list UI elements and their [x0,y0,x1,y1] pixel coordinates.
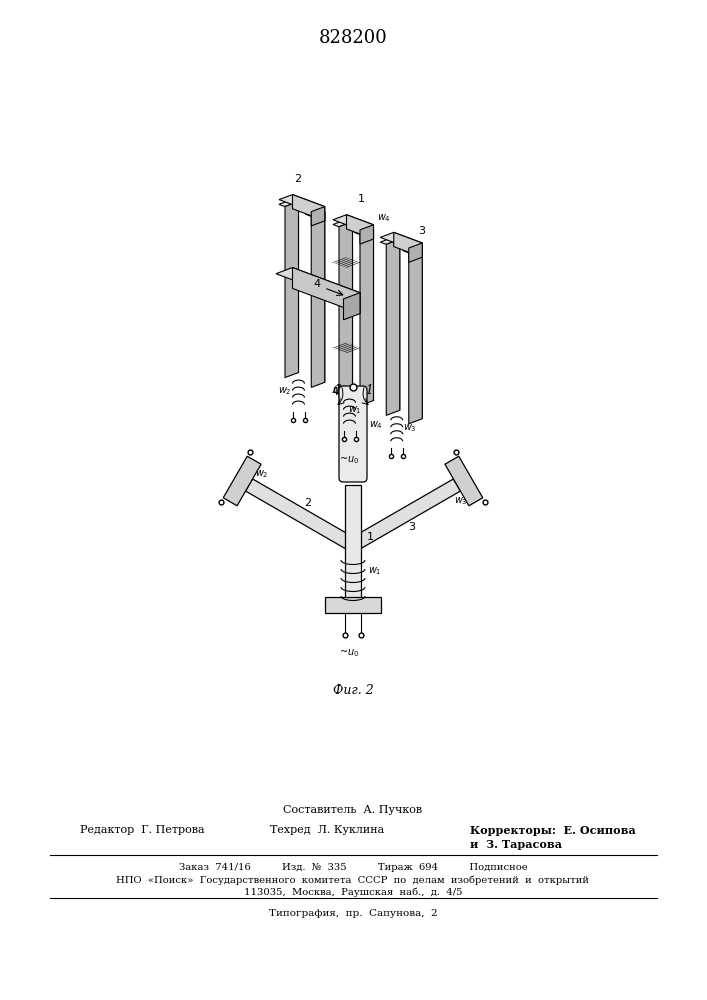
Text: 2: 2 [293,174,300,184]
Polygon shape [386,239,399,415]
FancyBboxPatch shape [339,386,367,482]
Text: 828200: 828200 [319,29,387,47]
Polygon shape [394,237,399,410]
Text: Редактор  Г. Петрова: Редактор Г. Петрова [80,825,204,835]
Text: $w_1$: $w_1$ [348,405,361,416]
Text: НПО  «Поиск»  Государственного  комитета  СССР  по  делам  изобретений  и  откры: НПО «Поиск» Государственного комитета СС… [117,875,590,885]
Polygon shape [394,232,422,257]
Polygon shape [344,293,360,320]
Polygon shape [223,456,261,506]
Text: Фиг. 2: Фиг. 2 [332,684,373,696]
Text: ~$u_0$: ~$u_0$ [339,455,360,466]
Text: 2: 2 [305,498,312,508]
Text: 4: 4 [331,387,338,397]
Text: $w_4$: $w_4$ [377,212,391,224]
Text: Корректоры:  Е. Осипова: Корректоры: Е. Осипова [470,824,636,836]
Polygon shape [279,195,325,212]
Polygon shape [293,195,325,221]
Text: 1: 1 [358,194,365,204]
Text: $w_3$: $w_3$ [454,495,467,507]
Polygon shape [368,227,373,401]
Polygon shape [339,222,353,398]
Text: $w_1$: $w_1$ [368,565,382,577]
Text: 4: 4 [313,279,320,289]
Text: $w_3$: $w_3$ [403,422,416,434]
Polygon shape [349,479,460,551]
Polygon shape [279,199,298,207]
Polygon shape [311,207,325,226]
Text: $w_2$: $w_2$ [255,468,268,480]
Polygon shape [305,209,325,216]
Polygon shape [360,230,373,406]
Polygon shape [380,232,422,248]
Polygon shape [333,215,373,230]
Text: 3: 3 [419,226,426,236]
Text: ~$u_0$: ~$u_0$ [339,647,359,659]
Polygon shape [354,227,373,235]
Text: Фиг. 1: Фиг. 1 [332,383,373,396]
Polygon shape [380,237,399,244]
Polygon shape [416,245,422,419]
Polygon shape [293,268,360,314]
Polygon shape [346,215,373,239]
Text: 113035,  Москва,  Раушская  наб.,  д.  4/5: 113035, Москва, Раушская наб., д. 4/5 [244,887,462,897]
Polygon shape [245,479,356,551]
Polygon shape [345,485,361,600]
Polygon shape [346,219,353,393]
Polygon shape [293,199,298,373]
Text: Составитель  А. Пучков: Составитель А. Пучков [284,805,423,815]
Polygon shape [311,211,325,387]
Text: Заказ  741/16          Изд.  №  335          Тираж  694          Подписное: Заказ 741/16 Изд. № 335 Тираж 694 Подпис… [179,862,527,871]
Polygon shape [276,268,360,299]
Polygon shape [285,202,298,378]
Text: Типография,  пр.  Сапунова,  2: Типография, пр. Сапунова, 2 [269,908,438,918]
Polygon shape [325,597,381,613]
Polygon shape [360,225,373,244]
Polygon shape [445,456,483,506]
Text: $w_4$: $w_4$ [369,419,383,431]
Text: 1: 1 [367,532,374,542]
Text: и  З. Тарасова: и З. Тарасова [470,840,562,850]
Polygon shape [403,245,422,253]
Polygon shape [333,219,353,227]
Polygon shape [409,243,422,262]
Text: 3: 3 [409,522,416,532]
Text: Техред  Л. Куклина: Техред Л. Куклина [270,825,384,835]
Polygon shape [319,209,325,382]
Polygon shape [409,248,422,424]
Text: $w_2$: $w_2$ [279,386,292,397]
